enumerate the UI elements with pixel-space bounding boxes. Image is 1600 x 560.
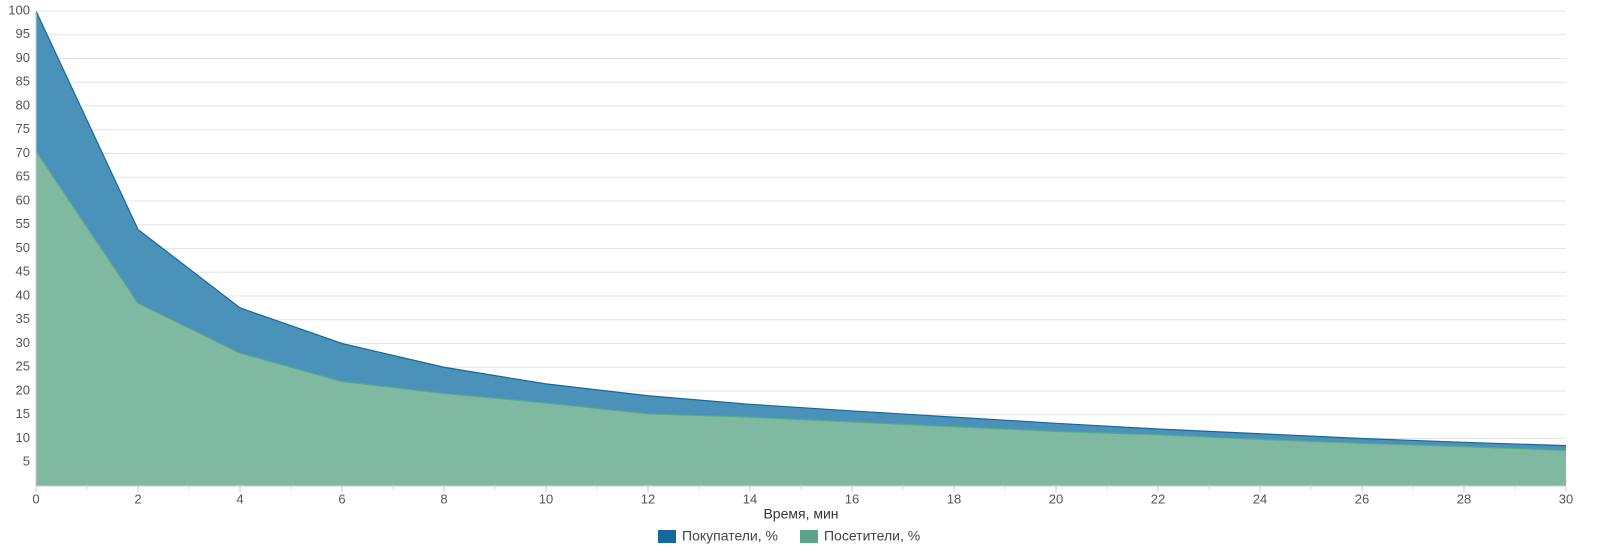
y-tick-label: 45 (16, 264, 30, 279)
x-tick-label: 16 (845, 491, 859, 506)
legend-swatch (799, 530, 818, 543)
x-tick-label: 28 (1457, 491, 1471, 506)
y-tick-label: 5 (23, 454, 30, 469)
area-line (35, 150, 1567, 451)
y-tick-label: 75 (16, 121, 30, 136)
x-tick-label: 12 (641, 491, 655, 506)
x-tick-label: 22 (1151, 491, 1165, 506)
x-tick-label: 26 (1355, 491, 1369, 506)
x-tick-label: 2 (134, 491, 141, 506)
legend-label: Посетители, % (824, 528, 920, 544)
y-tick-label: 30 (16, 335, 30, 350)
y-tick-label: 10 (16, 430, 30, 445)
y-tick-label: 80 (16, 97, 30, 112)
y-tick-label: 70 (16, 145, 30, 160)
y-tick-label: 25 (16, 359, 30, 374)
y-tick-label: 90 (16, 50, 30, 65)
y-tick-label: 15 (16, 406, 30, 421)
y-tick-label: 60 (16, 192, 30, 207)
y-tick-label: 20 (16, 382, 30, 397)
y-tick-label: 55 (16, 216, 30, 231)
legend-swatch (658, 530, 676, 543)
x-tick-label: 8 (440, 491, 447, 506)
x-tick-label: 0 (32, 491, 39, 506)
x-tick-label: 30 (1559, 491, 1573, 506)
x-tick-label: 10 (539, 491, 553, 506)
x-tick-label: 14 (743, 491, 757, 506)
x-tick-label: 24 (1253, 491, 1267, 506)
y-tick-label: 50 (16, 240, 30, 255)
y-tick-label: 35 (16, 311, 30, 326)
x-tick-label: 20 (1049, 491, 1063, 506)
area-fill (36, 151, 1566, 486)
y-tick-label: 40 (16, 287, 30, 302)
y-tick-label: 65 (16, 169, 30, 184)
y-tick-label: 85 (16, 74, 30, 89)
area-line (35, 10, 1567, 447)
area-fill (36, 11, 1566, 486)
x-tick-label: 4 (236, 491, 243, 506)
x-tick-label: 6 (338, 491, 345, 506)
x-tick-label: 18 (947, 491, 961, 506)
y-tick-label: 100 (8, 2, 30, 17)
legend-label: Покупатели, % (682, 528, 778, 544)
y-tick-label: 95 (16, 26, 30, 41)
x-axis-label: Время, мин (763, 506, 838, 522)
